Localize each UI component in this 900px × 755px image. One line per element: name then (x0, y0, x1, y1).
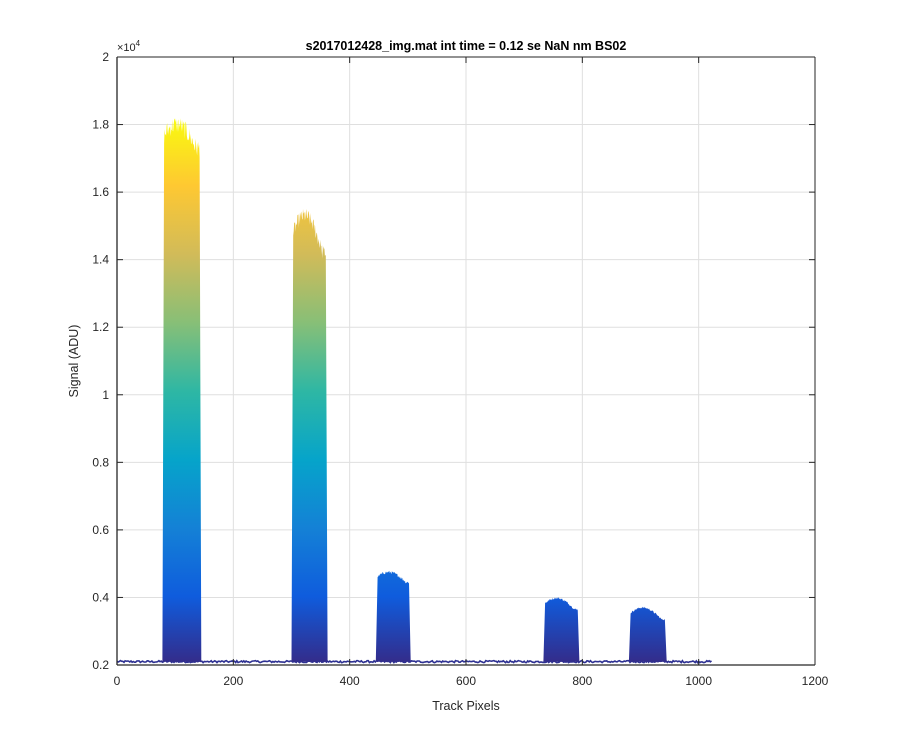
signal-series (116, 118, 712, 664)
x-axis-label: Track Pixels (432, 699, 500, 713)
y-tick-label: 1.8 (92, 118, 109, 132)
x-tick-label: 600 (456, 674, 476, 688)
y-tick-label: 2 (102, 50, 109, 64)
signal-peak (291, 208, 328, 662)
y-exponent-power: 4 (136, 39, 141, 48)
signal-peak (375, 570, 411, 662)
y-tick-label: 1.4 (92, 253, 109, 267)
y-tick-label: 0.8 (92, 455, 109, 469)
x-tick-label: 800 (572, 674, 592, 688)
y-tick-label: 0.6 (92, 523, 109, 537)
baseline-trace (116, 659, 712, 664)
y-tick-label: 1.2 (92, 320, 109, 334)
y-exponent-label: ×104 (117, 39, 141, 54)
y-tick-label: 1 (102, 388, 109, 402)
x-tick-label: 1200 (802, 674, 829, 688)
x-tick-label: 400 (340, 674, 360, 688)
x-tick-label: 1000 (685, 674, 712, 688)
signal-peak (162, 118, 202, 662)
tick-labels: 0 200 400 600 800 1000 1200 0.2 0.4 0.6 0.8 1 1.2 1.4… (92, 50, 828, 688)
chart-title: s2017012428_img.mat int time = 0.12 se N… (306, 39, 627, 53)
signal-peak (543, 597, 580, 662)
y-tick-label: 0.4 (92, 590, 109, 604)
grid (117, 57, 815, 665)
x-tick-label: 0 (114, 674, 121, 688)
x-tick-label: 200 (223, 674, 243, 688)
y-tick-label: 1.6 (92, 185, 109, 199)
y-tick-label: 0.2 (92, 658, 109, 672)
y-axis-label: Signal (ADU) (67, 325, 81, 398)
signal-peak (628, 606, 667, 662)
axes (116, 56, 816, 666)
